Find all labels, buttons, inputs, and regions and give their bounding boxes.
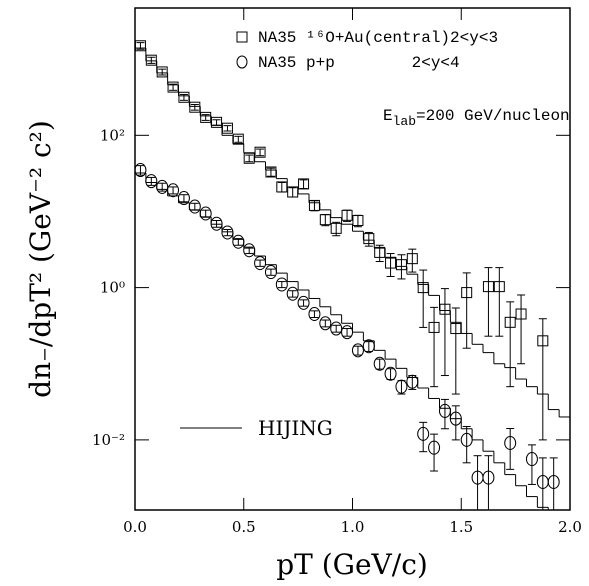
legend-label: NA35 p+p 2<y<4	[258, 54, 460, 72]
data-point	[156, 179, 169, 194]
data-point	[341, 325, 354, 340]
data-point	[134, 163, 147, 178]
data-point	[330, 222, 342, 234]
data-point	[525, 452, 538, 467]
annotation-rest: =200 GeV/nucleon	[416, 107, 570, 125]
data-point	[287, 186, 299, 198]
legend-label: HIJING	[258, 416, 333, 440]
x-tick-label: 0.5	[232, 518, 256, 536]
data-point	[395, 259, 407, 271]
data-point	[438, 403, 451, 418]
data-point	[482, 470, 495, 485]
data-point	[178, 91, 190, 103]
data-point	[276, 181, 288, 193]
data-point	[537, 335, 549, 347]
data-point	[547, 474, 560, 489]
data-point	[221, 225, 234, 240]
y-tick-label: 10⁰	[100, 279, 125, 297]
y-axis-label: dn₋/dpT² (GeV⁻² c²)	[24, 120, 57, 398]
annotation-main: E	[383, 107, 393, 125]
data-point	[189, 101, 201, 113]
data-point	[286, 286, 299, 301]
data-point	[504, 316, 516, 328]
data-point	[265, 166, 277, 178]
y-tick-label: 10²	[100, 126, 125, 144]
data-point	[363, 233, 375, 245]
data-point	[243, 243, 256, 258]
data-point	[362, 339, 375, 354]
data-point	[221, 122, 233, 134]
y-tick-label: 10⁻²	[92, 431, 125, 449]
data-point	[232, 133, 244, 145]
data-point	[374, 246, 386, 258]
x-tick-label: 2.0	[558, 518, 582, 536]
data-point	[254, 256, 267, 271]
data-point	[461, 287, 473, 299]
data-point	[188, 199, 201, 214]
data-point	[145, 54, 157, 66]
data-point	[167, 183, 180, 198]
x-tick-label: 0.0	[123, 518, 147, 536]
legend-label: NA35 ¹⁶O+Au(central)2<y<3	[258, 29, 498, 47]
data-point	[232, 234, 245, 249]
data-point	[450, 323, 462, 335]
data-point	[351, 343, 364, 358]
data-point	[515, 308, 527, 320]
data-point	[298, 178, 310, 190]
annotation: Elab=200 GeV/nucleon	[383, 107, 570, 129]
data-point	[417, 426, 430, 441]
data-point	[308, 307, 321, 322]
data-point	[373, 356, 386, 371]
x-tick-label: 1.5	[449, 518, 473, 536]
legend-marker	[236, 31, 248, 43]
data-point	[385, 257, 397, 269]
data-point	[134, 40, 146, 52]
legend-marker	[236, 55, 248, 69]
data-point	[177, 191, 190, 206]
data-point	[417, 282, 429, 294]
data-point	[406, 253, 418, 265]
data-point	[384, 366, 397, 381]
data-point	[341, 209, 353, 221]
data-point	[264, 265, 277, 280]
data-point	[199, 206, 212, 221]
x-tick-label: 1.0	[341, 518, 365, 536]
data-point	[308, 199, 320, 211]
annotation-sub: lab	[393, 114, 416, 129]
data-point	[319, 214, 331, 226]
data-point	[200, 111, 212, 123]
data-point	[352, 215, 364, 227]
x-axis-label: pT (GeV/c)	[276, 548, 428, 581]
data-point	[428, 321, 440, 333]
data-point	[504, 436, 517, 451]
data-point	[211, 116, 223, 128]
data-point	[210, 216, 223, 231]
data-point	[482, 281, 494, 293]
data-point	[297, 295, 310, 310]
data-point	[167, 81, 179, 93]
data-point	[406, 374, 419, 389]
data-point	[449, 411, 462, 426]
data-point	[330, 321, 343, 336]
data-point	[395, 379, 408, 394]
data-point	[428, 440, 441, 455]
data-point	[439, 303, 451, 315]
data-point	[254, 146, 266, 158]
plot-frame	[134, 7, 571, 511]
data-point	[145, 174, 158, 189]
data-point	[493, 281, 505, 293]
data-point	[243, 152, 255, 164]
data-point	[460, 432, 473, 447]
data-point	[319, 316, 332, 331]
data-point	[156, 66, 168, 78]
data-point	[275, 277, 288, 292]
